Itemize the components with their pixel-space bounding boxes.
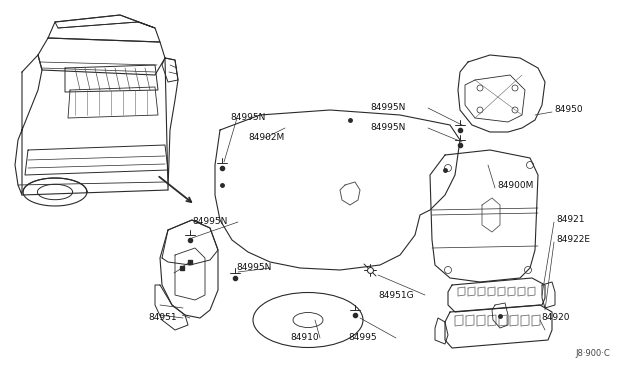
Text: 84921: 84921 <box>556 215 584 224</box>
Text: 84995N: 84995N <box>192 218 227 227</box>
Text: 84922E: 84922E <box>556 235 590 244</box>
Text: 84920: 84920 <box>541 314 570 323</box>
Text: 84950: 84950 <box>554 106 582 115</box>
Text: 84951: 84951 <box>148 314 177 323</box>
Text: 84995N: 84995N <box>370 103 405 112</box>
Text: 84995N: 84995N <box>236 263 271 273</box>
Text: 84995N: 84995N <box>370 124 405 132</box>
Text: 84902M: 84902M <box>248 134 284 142</box>
Text: 84995N: 84995N <box>230 113 266 122</box>
Text: 84910: 84910 <box>290 334 319 343</box>
Text: 84900M: 84900M <box>497 180 533 189</box>
Text: 84951G: 84951G <box>378 292 413 301</box>
Text: 84995: 84995 <box>348 334 376 343</box>
Text: J8·900·C: J8·900·C <box>575 349 610 358</box>
